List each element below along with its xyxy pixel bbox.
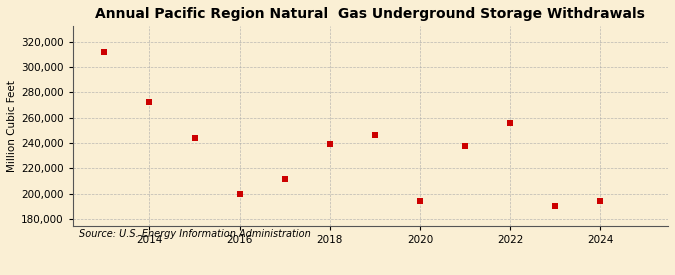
Title: Annual Pacific Region Natural  Gas Underground Storage Withdrawals: Annual Pacific Region Natural Gas Underg… (95, 7, 645, 21)
Point (505, 120, 516, 125)
Point (414, 199, 425, 204)
Point (234, 192, 245, 196)
Point (460, 143, 470, 148)
Point (99, 50, 110, 54)
Point (279, 176, 290, 181)
Y-axis label: Million Cubic Feet: Million Cubic Feet (7, 80, 17, 172)
Point (189, 136, 200, 140)
Point (144, 100, 155, 104)
Text: Source: U.S. Energy Information Administration: Source: U.S. Energy Information Administ… (79, 229, 310, 240)
Point (369, 133, 380, 138)
Point (595, 199, 605, 204)
Point (550, 204, 561, 209)
Point (325, 142, 335, 147)
